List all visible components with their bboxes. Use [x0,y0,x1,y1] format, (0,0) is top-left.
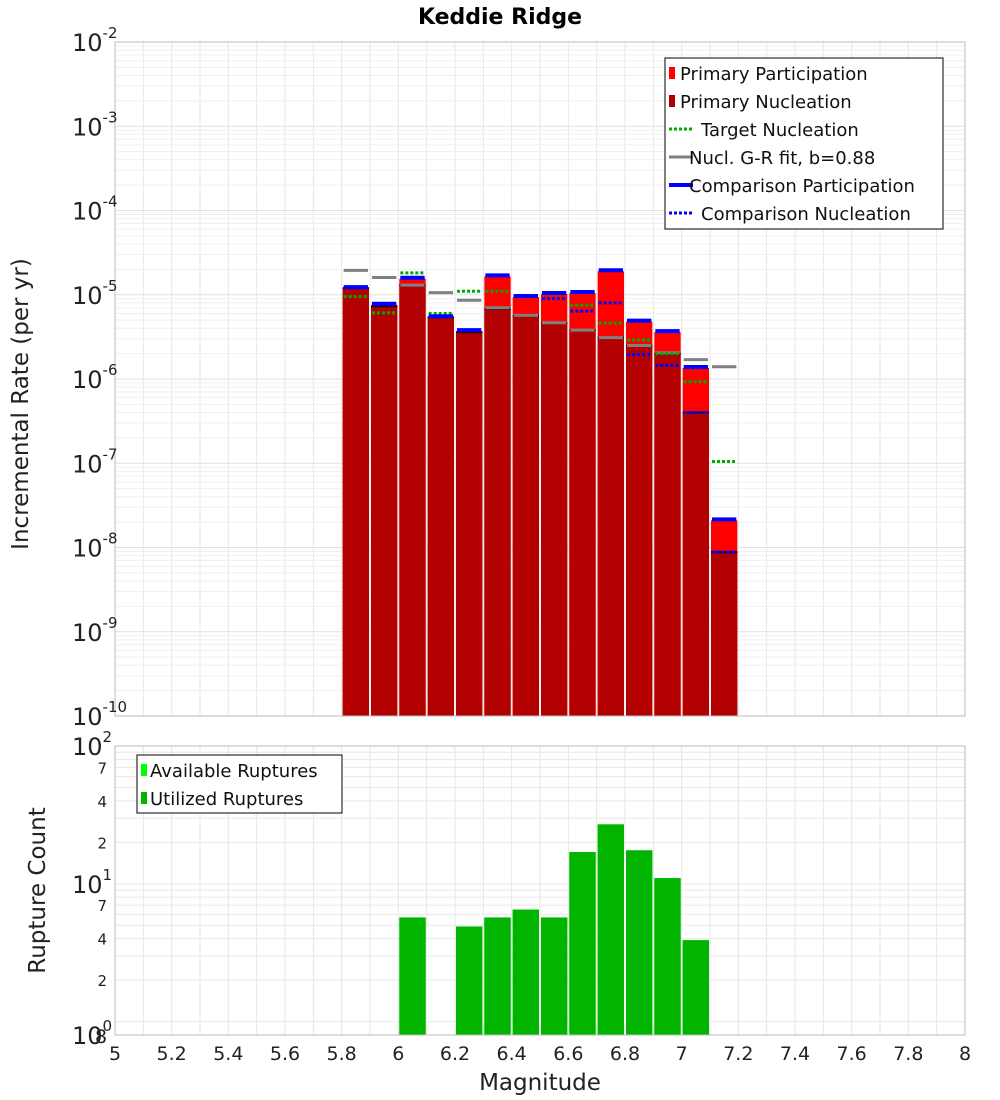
y-tick-label: 10-7 [72,445,118,478]
x-tick-label: 5.2 [157,1043,187,1065]
utilized-ruptures-bar [569,852,596,1035]
utilized-ruptures-bar [484,917,511,1035]
top-y-axis-label: Incremental Rate (per yr) [8,258,34,550]
x-axis-label: Magnitude [479,1070,601,1096]
x-tick-label: 7.4 [780,1043,810,1065]
primary-nucleation-bar [597,337,624,716]
y-tick-label: 10-6 [72,361,118,394]
x-tick-labels: 5 5.2 5.4 5.6 5.8 6 6.2 6.4 6.6 6.8 7 7.2 7.4 7.6 7.8 8 [109,1043,971,1065]
nucl-g-r-fit-b-0-88-legend-label: Nucl. G-R fit, b=0.88 [689,148,875,169]
x-tick-label: 7.6 [837,1043,867,1065]
primary-nucleation-bar [569,330,596,716]
utilized-ruptures-bar [541,917,568,1035]
utilized-ruptures-bar [399,917,426,1035]
primary-nucleation-bar [654,353,681,716]
y-tick-label: 10-3 [72,108,118,141]
primary-nucleation-bar [682,412,709,716]
x-tick-label: 6.8 [610,1043,640,1065]
top-y-tick-labels: 10-10 10-9 10-8 10-7 10-6 10-5 10-4 10-3 10-2 [72,24,127,731]
y-tick-label: 10-10 [72,698,127,731]
x-tick-label: 6.2 [440,1043,470,1065]
x-tick-label: 6.4 [497,1043,527,1065]
available-ruptures-legend-swatch [141,764,147,776]
primary-nucleation-bar [626,345,653,716]
x-tick-label: 6.6 [553,1043,583,1065]
y-tick-label: 7 [97,897,107,915]
primary-nucleation-legend-label: Primary Nucleation [680,92,852,113]
legend-box [664,57,944,230]
top-plot-frame [114,41,966,717]
y-tick-label: 7 [97,759,107,777]
utilized-ruptures-legend-swatch [141,792,147,804]
utilized-ruptures-bar [654,878,681,1035]
utilized-ruptures-bar [456,926,483,1035]
utilized-ruptures-bar [626,850,653,1035]
x-tick-label: 5.6 [270,1043,300,1065]
primary-nucleation-bar [456,332,483,716]
primary-nucleation-bar [711,552,738,716]
x-tick-label: 5.8 [327,1043,357,1065]
primary-nucleation-bar [512,315,539,716]
y-tick-label: 4 [97,793,107,811]
primary-nucleation-bar [342,288,369,716]
x-tick-label: 5.4 [213,1043,243,1065]
bottom-y-axis-label: Rupture Count [25,807,51,973]
chart-title: Keddie Ridge [418,5,582,30]
top-plot-lines [343,268,737,554]
bottom-plot-frame [114,745,966,1036]
available-ruptures-legend-label: Available Ruptures [150,761,318,782]
y-decade-label: 102 [72,728,112,761]
primary-participation-legend-swatch [669,67,675,79]
primary-nucleation-bar [371,306,398,716]
y-tick-label: 2 [97,834,107,852]
utilized-ruptures-legend-label: Utilized Ruptures [150,789,303,810]
top-plot-bars [342,271,738,716]
primary-nucleation-bar [541,323,568,716]
utilized-ruptures-bar [682,940,709,1035]
utilized-ruptures-bar [512,909,539,1035]
bottom-plot-bars [399,824,709,1035]
x-tick-label: 6 [392,1043,404,1065]
primary-nucleation-bar [427,317,454,716]
y-tick-label: 2 [97,972,107,990]
primary-participation-legend-label: Primary Participation [680,64,868,85]
y-tick-label: 8 [95,1026,107,1048]
y-tick-label: 10-9 [72,614,118,647]
x-tick-label: 7 [676,1043,688,1065]
primary-nucleation-legend-swatch [669,95,675,107]
bottom-legend: Available Ruptures Utilized Ruptures [136,754,343,814]
y-tick-label: 10-5 [72,277,118,310]
primary-nucleation-bar [399,285,426,716]
primary-nucleation-bar [484,308,511,716]
x-tick-label: 5 [109,1043,121,1065]
x-tick-label: 8 [959,1043,971,1065]
y-decade-label: 101 [72,866,112,899]
y-tick-label: 4 [97,931,107,949]
top-legend: Primary Participation Primary Nucleation T… [664,57,944,230]
utilized-ruptures-bar [597,824,624,1035]
x-tick-label: 7.8 [893,1043,923,1065]
y-tick-label: 10-4 [72,193,118,226]
comparison-nucleation-legend-label: Comparison Nucleation [701,204,911,225]
target-nucleation-legend-label: Target Nucleation [700,120,859,141]
y-tick-label: 10-8 [72,530,118,563]
x-tick-label: 7.2 [723,1043,753,1065]
legend-box [136,754,343,814]
y-decade-label: 100 [72,1017,112,1050]
y-tick-label: 10-2 [72,24,118,57]
comparison-participation-legend-label: Comparison Participation [689,176,915,197]
